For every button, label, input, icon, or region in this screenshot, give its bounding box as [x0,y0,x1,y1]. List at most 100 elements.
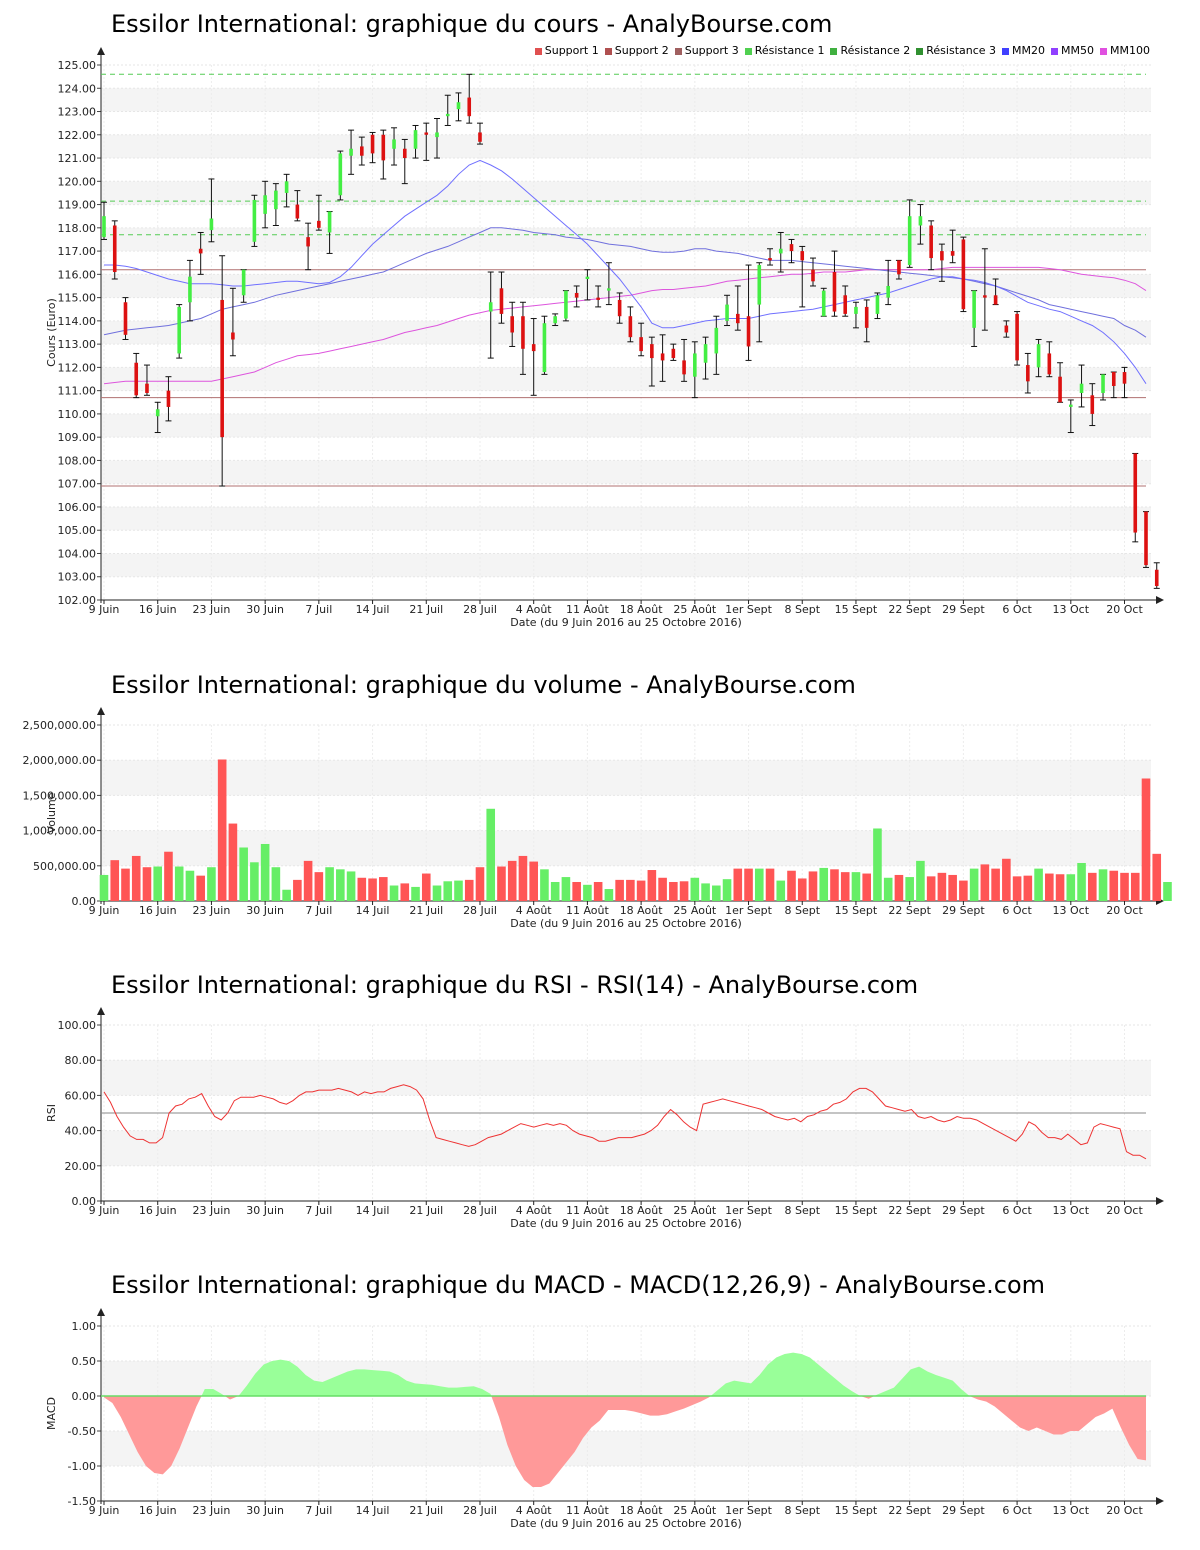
y-tick-label: 112.00 [58,361,97,374]
legend-swatch [744,47,752,55]
x-tick-label: 14 Juil [356,1204,390,1217]
volume-bar [411,886,420,901]
candle-body [714,327,719,354]
volume-bar [754,868,764,901]
candle-body [188,276,192,303]
x-tick-label: 29 Sept [942,904,985,917]
candle-body [703,344,708,363]
candle-body [800,251,805,261]
x-tick-label: 9 Juin [89,1204,120,1217]
y-tick-label: 110.00 [58,408,97,421]
y-tick-label: 0.50 [72,1355,97,1368]
candle-body [521,316,525,349]
candle-body [1079,383,1084,393]
volume-bar [153,866,163,901]
x-axis-title: Date (du 9 Juin 2016 au 25 Octobre 2016) [510,1517,742,1530]
grid-band [101,1431,1151,1466]
macd-chart: -1.50 -1.00 -0.50 0.00 0.50 1.00 9 Juin 16 Juin… [45,1308,1164,1530]
x-axis-title: Date (du 9 Juin 2016 au 25 Octobre 2016) [510,616,742,629]
volume-bar [164,851,173,901]
x-tick-label: 18 Août [620,1204,664,1217]
volume-bar [690,877,700,901]
x-axis-arrow [1156,1497,1164,1505]
x-tick-label: 11 Août [566,904,610,917]
volume-bar [830,869,839,901]
y-tick-label: 118.00 [58,222,97,235]
candle-body [617,299,622,317]
candle-body [467,97,472,117]
y-tick-label: 2,500,000.00 [23,719,96,732]
grid-band [101,367,1151,391]
volume-bar [303,860,313,901]
legend-label: Résistance 2 [840,44,911,57]
x-tick-label: 20 Oct [1106,904,1143,917]
x-tick-label: 20 Oct [1106,1204,1143,1217]
x-tick-label: 4 Août [516,1504,553,1517]
grid-band [101,830,1151,866]
y-tick-label: 0.00 [72,1195,97,1208]
legend-item: Support 2 [604,44,669,57]
candle-body [864,306,869,328]
volume-bar [1002,858,1011,901]
rsi-panel: Essilor International: graphique du RSI … [0,940,1200,1240]
volume-bar [142,867,152,901]
candle-body [746,316,751,347]
y-axis-arrow [97,1308,105,1316]
x-tick-label: 22 Sept [888,904,931,917]
volume-bar [808,871,818,901]
y-tick-label: 100.00 [58,1019,97,1032]
volume-bar [797,878,807,901]
candle-body [478,132,482,142]
y-tick-label: 124.00 [58,82,97,95]
y-tick-label: 0.00 [72,1390,97,1403]
y-tick-label: 104.00 [58,547,97,560]
x-tick-label: 28 Juil [463,603,497,616]
legend-item: Résistance 2 [830,44,910,57]
x-tick-label: 29 Sept [942,603,985,616]
price-panel: Essilor International: graphique du cour… [0,0,1200,640]
volume-bar [991,868,1000,901]
y-tick-label: 2,000,000.00 [23,754,96,767]
candle-body [1133,453,1138,533]
y-tick-label: -0.50 [68,1425,96,1438]
candle-body [1111,372,1116,386]
x-tick-label: 29 Sept [942,1204,985,1217]
x-tick-label: 23 Juin [193,603,231,616]
macd-positive-area [238,1359,492,1396]
volume-bar [464,879,474,901]
x-tick-label: 25 Août [673,1504,717,1517]
volume-bar [121,868,130,901]
candle-body [1122,372,1127,384]
candle-body [531,344,536,352]
macd-panel: Essilor International: graphique du MACD… [0,1240,1200,1550]
legend-label: Support 1 [544,44,599,57]
candle-body [102,216,106,238]
x-tick-label: 21 Juil [409,904,443,917]
volume-chart-title: Essilor International: graphique du volu… [111,671,856,699]
legend-label: Support 2 [614,44,669,57]
volume-bar [518,855,528,901]
x-tick-label: 9 Juin [89,1504,120,1517]
volume-bar [185,870,195,901]
y-axis-arrow [97,47,105,55]
volume-bar [658,877,667,901]
macd-positive-area [874,1366,970,1396]
y-tick-label: 119.00 [58,199,97,212]
x-axis-arrow [1156,1197,1164,1205]
volume-bar [497,866,506,901]
x-tick-label: 23 Juin [193,1204,231,1217]
volume-bar [1077,862,1086,901]
volume-bar [314,872,324,901]
volume-bar [400,883,410,901]
volume-bar [1152,853,1162,901]
candle-body [768,258,772,261]
volume-bar [561,877,571,901]
candle-body [155,409,160,417]
volume-bar [980,864,990,901]
macd-positive-area [201,1389,225,1396]
candle-body [542,323,547,373]
x-tick-label: 4 Août [516,603,553,616]
legend-label: Résistance 3 [926,44,997,57]
candle-body [166,390,171,407]
candle-body [424,132,429,135]
